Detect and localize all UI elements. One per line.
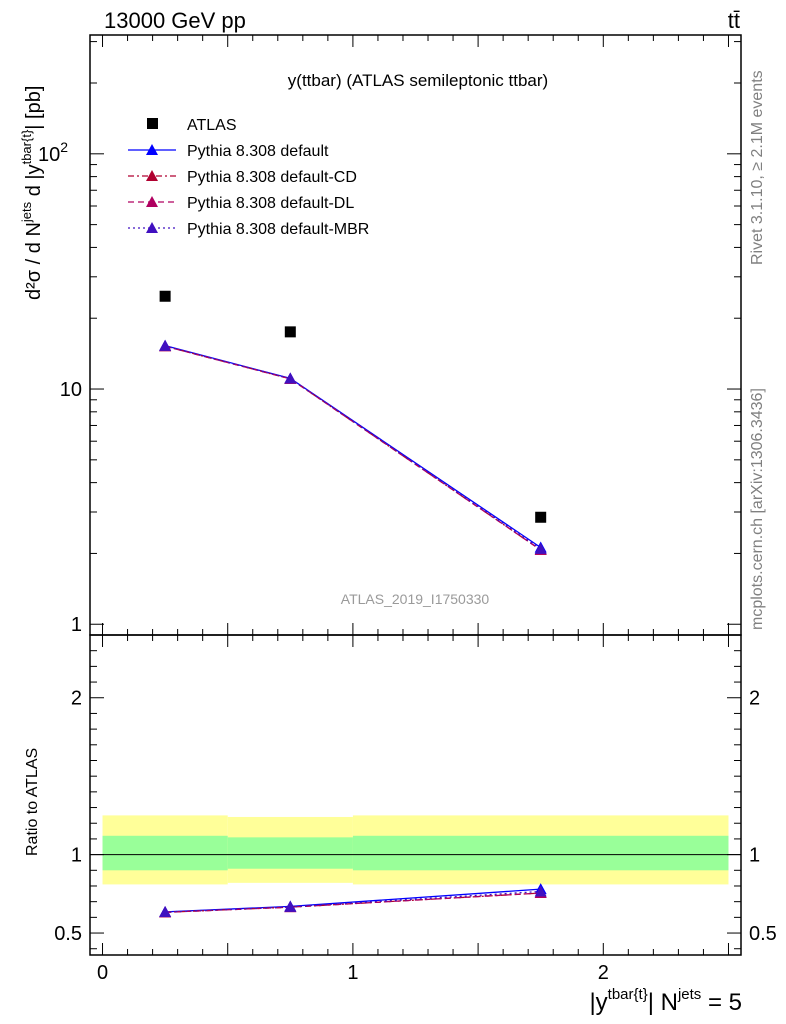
legend-label: Pythia 8.308 default-DL <box>187 195 354 212</box>
ratio-series-3 <box>159 885 547 918</box>
ratio-x-label: |ytbar{t}| Njets = 5 <box>589 986 742 1016</box>
data-point <box>534 542 547 554</box>
data-point <box>284 372 297 384</box>
legend-marker <box>146 196 158 207</box>
main-title: y(ttbar) (ATLAS semileptonic ttbar) <box>288 71 548 90</box>
legend-label: Pythia 8.308 default-CD <box>187 169 357 186</box>
rivet-label: Rivet 3.1.10, ≥ 2.1M events <box>749 70 766 265</box>
y-tick-label: 102 <box>38 139 68 166</box>
series-line <box>164 345 542 550</box>
legend-marker <box>146 144 158 155</box>
series-3 <box>159 340 547 555</box>
legend-entry: Pythia 8.308 default-CD <box>128 169 357 186</box>
y-tick-label: 10 <box>60 379 82 401</box>
ratio-y-label: Ratio to ATLAS <box>24 748 41 856</box>
ratio-series-0 <box>159 883 547 917</box>
legend-marker <box>146 170 158 181</box>
ratio-y-tick-label: 2 <box>71 688 82 710</box>
series-0 <box>159 290 547 523</box>
energy-label: 13000 GeV pp <box>104 8 246 33</box>
data-point <box>159 339 172 351</box>
ratio-series-layer <box>159 883 547 918</box>
legend-entry: ATLAS <box>147 117 237 134</box>
main-series-layer <box>159 290 547 555</box>
legend-marker <box>146 222 158 233</box>
series-4 <box>159 339 547 554</box>
x-tick-label: 2 <box>598 962 609 984</box>
series-line <box>164 345 542 551</box>
legend-entry: Pythia 8.308 default-DL <box>128 195 354 212</box>
y-tick-label: 1 <box>71 614 82 636</box>
series-line <box>164 345 542 551</box>
data-point <box>284 326 296 338</box>
x-tick-label: 1 <box>347 962 358 984</box>
legend-label: Pythia 8.308 default <box>187 143 329 160</box>
mcplots-label: mcplots.cern.ch [arXiv:1306.3436] <box>749 388 766 630</box>
ratio-line <box>165 888 541 913</box>
series-1 <box>159 339 547 553</box>
legend-entry: Pythia 8.308 default-MBR <box>128 221 369 238</box>
legend-marker <box>147 118 158 129</box>
legend: ATLAS Pythia 8.308 default Pythia 8.308 de… <box>128 117 369 238</box>
ratio-frame <box>89 634 742 956</box>
ratio-y-tick-label-right: 1 <box>749 845 760 867</box>
ratio-y-tick-label-right: 0.5 <box>749 923 777 945</box>
legend-label: Pythia 8.308 default-MBR <box>187 221 369 238</box>
main-panel: 1 10 102 y(ttbar) (ATLAS semileptonic ttba… <box>19 34 742 636</box>
ratio-point <box>284 900 297 912</box>
ratio-ticks <box>90 635 741 955</box>
legend-label: ATLAS <box>187 117 237 134</box>
uncertainty-band-inner <box>352 835 729 871</box>
uncertainty-band-inner <box>227 837 353 869</box>
series-2 <box>159 340 547 555</box>
data-point <box>535 511 547 523</box>
ratio-y-tick-label: 1 <box>71 845 82 867</box>
ratio-point <box>159 906 172 918</box>
ratio-point <box>534 885 547 897</box>
process-label: tt̄ <box>728 8 740 33</box>
x-tick-label: 0 <box>97 962 108 984</box>
ratio-bands <box>102 815 729 885</box>
series-line <box>164 344 542 549</box>
ratio-panel: 0.5 0.5 1 1 2 2 0 1 2 Ratio to ATLAS |ytbar{t}| … <box>24 634 777 1016</box>
ratio-y-tick-label: 0.5 <box>54 923 82 945</box>
ratio-y-tick-label-right: 2 <box>749 688 760 710</box>
uncertainty-band-inner <box>102 835 228 871</box>
legend-entry: Pythia 8.308 default <box>128 143 329 160</box>
data-point <box>159 290 171 302</box>
watermark: ATLAS_2019_I1750330 <box>341 591 490 607</box>
main-y-label: d²σ / d Njets d |ytbar{t}| [pb] <box>19 86 45 300</box>
